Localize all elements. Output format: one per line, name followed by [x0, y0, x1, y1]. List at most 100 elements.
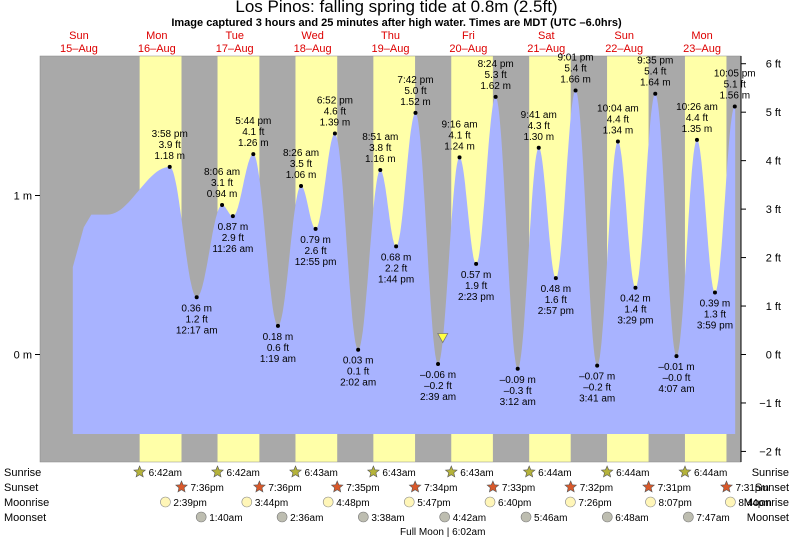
day-date-label: 20–Aug	[449, 43, 487, 55]
low-tide-m-label: –0.01 m	[658, 362, 694, 373]
moonrise-time: 8:44pm	[738, 498, 771, 509]
low-tide-point	[275, 323, 280, 328]
high-tide-time-label: 5:44 pm	[235, 116, 271, 127]
high-tide-point	[493, 94, 498, 99]
low-tide-ft-label: 1.3 ft	[704, 309, 726, 320]
high-tide-time-label: 8:24 pm	[478, 59, 514, 70]
low-tide-m-label: 0.79 m	[300, 235, 331, 246]
low-tide-ft-label: 0.1 ft	[347, 367, 369, 378]
low-tide-time-label: 2:23 pm	[458, 292, 494, 303]
moonrise-icon	[160, 496, 171, 508]
moonrise-time: 2:39pm	[173, 498, 206, 509]
moonrise-icon	[403, 496, 415, 508]
almanac-row-label-right: Sunrise	[752, 467, 789, 479]
high-tide-point	[573, 88, 578, 93]
high-tide-m-label: 1.06 m	[286, 170, 317, 181]
sunset-time: 7:33pm	[502, 483, 535, 494]
right-axis-tick-label: 0 ft	[766, 350, 781, 362]
left-axis-tick-label: 0 m	[14, 350, 32, 362]
right-axis-tick-label: −1 ft	[759, 398, 781, 410]
high-tide-point	[694, 137, 699, 142]
low-tide-ft-label: 0.6 ft	[267, 343, 289, 354]
sunset-time: 7:32pm	[580, 483, 613, 494]
moonset-icon	[276, 511, 288, 523]
chart-title: Los Pinos: falling spring tide at 0.8m (…	[235, 0, 558, 16]
sunset-icon	[486, 480, 500, 493]
low-tide-point	[230, 214, 235, 219]
day-name-label: Sun	[69, 30, 89, 42]
low-tide-ft-label: 1.4 ft	[624, 305, 646, 316]
high-tide-time-label: 8:06 am	[204, 167, 240, 178]
high-tide-ft-label: 4.1 ft	[448, 130, 470, 141]
high-tide-m-label: 1.24 m	[444, 141, 475, 152]
right-axis-tick-label: 1 ft	[766, 301, 781, 313]
low-tide-time-label: 12:55 pm	[295, 257, 337, 268]
high-tide-point	[299, 183, 304, 188]
sunset-icon	[642, 480, 656, 493]
right-axis-tick-label: 3 ft	[766, 204, 781, 216]
day-date-label: 22–Aug	[605, 43, 643, 55]
day-name-label: Mon	[691, 30, 712, 42]
low-tide-ft-label: 2.2 ft	[385, 263, 407, 274]
low-tide-m-label: –0.09 m	[500, 375, 536, 386]
moonrise-icon	[645, 496, 656, 508]
moonset-icon	[683, 511, 694, 523]
right-axis-tick-label: 2 ft	[766, 253, 781, 265]
sunrise-icon	[522, 465, 536, 478]
moonset-time: 3:38am	[371, 513, 404, 524]
high-tide-m-label: 1.52 m	[400, 97, 431, 108]
tide-area	[72, 90, 736, 434]
low-tide-ft-label: 1.6 ft	[545, 295, 567, 306]
low-tide-ft-label: –0.0 ft	[663, 373, 691, 384]
high-tide-m-label: 1.39 m	[320, 117, 351, 128]
low-tide-point	[394, 244, 399, 249]
sunrise-time: 6:44am	[694, 468, 727, 479]
day-name-label: Mon	[146, 30, 167, 42]
high-tide-time-label: 9:16 am	[441, 119, 477, 130]
low-tide-m-label: 0.42 m	[620, 294, 651, 305]
low-tide-point	[712, 290, 717, 295]
day-date-label: 21–Aug	[527, 43, 565, 55]
high-tide-time-label: 3:58 pm	[152, 129, 188, 140]
sunrise-icon	[444, 465, 458, 478]
high-tide-time-label: 6:52 pm	[317, 95, 353, 106]
low-tide-time-label: 1:19 am	[260, 354, 296, 365]
high-tide-m-label: 1.30 m	[523, 132, 554, 143]
almanac-row-label-left: Moonset	[4, 512, 46, 524]
high-tide-m-label: 1.26 m	[238, 138, 269, 149]
high-tide-ft-label: 3.8 ft	[369, 143, 391, 154]
low-tide-point	[436, 362, 441, 367]
low-tide-time-label: 12:17 am	[176, 325, 218, 336]
low-tide-point	[474, 261, 479, 266]
low-tide-point	[633, 285, 638, 290]
high-tide-m-label: 1.56 m	[719, 90, 750, 101]
high-tide-m-label: 1.66 m	[560, 75, 591, 86]
low-tide-time-label: 2:57 pm	[538, 306, 574, 317]
high-tide-time-label: 10:26 am	[676, 102, 718, 113]
moonrise-time: 6:40pm	[498, 498, 531, 509]
low-tide-point	[515, 366, 520, 371]
low-tide-ft-label: 1.2 ft	[186, 314, 208, 325]
high-tide-ft-label: 4.6 ft	[324, 106, 346, 117]
sunrise-time: 6:42am	[227, 468, 260, 479]
high-tide-ft-label: 3.9 ft	[159, 140, 181, 151]
day-date-label: 19–Aug	[372, 43, 410, 55]
high-tide-time-label: 7:42 pm	[397, 75, 433, 86]
low-tide-time-label: 3:41 am	[579, 394, 615, 405]
almanac-row-label-right: Moonrise	[744, 497, 789, 509]
low-tide-m-label: 0.87 m	[218, 222, 249, 233]
high-tide-time-label: 8:51 am	[362, 132, 398, 143]
sunrise-time: 6:43am	[460, 468, 493, 479]
low-tide-time-label: 3:12 am	[500, 397, 536, 408]
high-tide-point	[732, 104, 737, 109]
day-name-label: Wed	[301, 30, 323, 42]
high-tide-point	[413, 110, 418, 115]
moonrise-icon	[322, 496, 334, 508]
high-tide-m-label: 1.35 m	[682, 124, 713, 135]
low-tide-point	[674, 354, 679, 359]
high-tide-ft-label: 3.5 ft	[290, 159, 312, 170]
almanac-row-label-left: Sunrise	[4, 467, 41, 479]
low-tide-ft-label: 2.6 ft	[304, 246, 326, 257]
low-tide-m-label: 0.39 m	[700, 298, 731, 309]
high-tide-ft-label: 3.1 ft	[211, 178, 233, 189]
